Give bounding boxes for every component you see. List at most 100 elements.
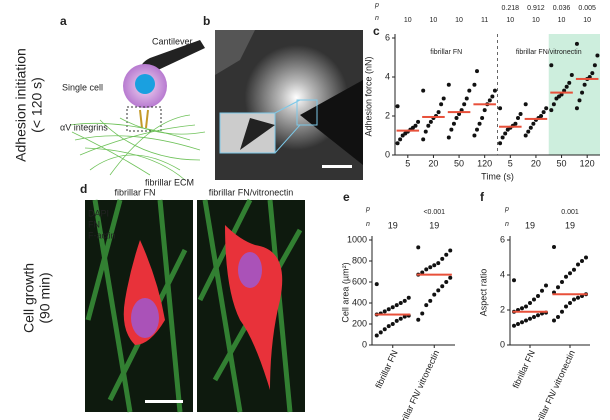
dot [552,245,556,249]
y-tick-label: 200 [352,318,367,328]
dot [556,285,560,290]
dot [539,114,544,118]
dot [524,304,528,309]
x-tick-label: fibrillar FN/ vitronectin [531,349,577,420]
dot [402,298,407,303]
panel-letter: b [203,14,210,28]
dot [512,323,516,328]
dot [444,252,449,257]
dot [472,133,477,138]
panel-letter: f [480,190,485,204]
dot [421,137,426,142]
dot [482,108,487,113]
dot [576,295,580,300]
n-value: 10 [404,17,412,24]
n-value: 19 [388,220,398,230]
median [396,129,420,132]
p-value: 0.001 [561,209,579,216]
dot [472,82,477,87]
dot [448,248,453,253]
p-label: p [374,2,379,9]
dot [549,63,554,68]
median [552,293,588,296]
dot [398,316,403,321]
dot [451,121,456,126]
y-tick-label: 6 [500,234,505,244]
dot [448,275,453,280]
dot [549,108,554,113]
x-tick-label: fibrillar FN [373,349,399,390]
dot [462,102,467,107]
dot [428,119,433,124]
dot [580,259,584,263]
x-tick-label: 5 [405,158,410,168]
panel-letter: d [80,182,87,196]
dot [503,131,508,136]
dot [446,135,451,140]
x-tick-label: 5 [508,158,513,168]
median [524,117,548,120]
dot [516,322,520,326]
dot [424,267,429,272]
dot [454,115,459,120]
dot [394,318,399,323]
dot [518,112,523,117]
y-tick-label: 4 [500,269,505,279]
dot [568,271,572,276]
y-axis-label: Aspect ratio [478,269,488,317]
dot [532,315,536,319]
median [447,111,471,114]
dot [513,121,518,126]
x-tick-label: 120 [477,158,492,168]
stain-label: DAPI [88,208,109,218]
y-tick-label: 0 [500,339,505,349]
dot [564,274,568,279]
dot [556,315,560,319]
n-value: 11 [481,17,488,24]
y-tick-label: 0 [385,149,390,159]
dot [475,69,479,74]
dot [436,110,441,115]
dot [560,309,564,314]
dot [512,278,516,283]
dot [428,298,433,303]
dot [490,94,495,99]
dot [413,123,418,128]
dot [386,307,391,312]
dot [382,309,387,314]
dot [524,318,528,323]
p-value: 0.218 [502,5,520,12]
dot [467,88,472,93]
dot [382,327,387,332]
dot [551,102,556,107]
dot [528,301,532,305]
dot [378,330,383,335]
x-tick-label: 50 [454,158,464,168]
dot [498,106,503,111]
label: Single cell [62,82,103,92]
stain-label: F-actin [88,230,116,240]
dot [498,141,503,146]
dot [432,263,437,268]
dot [423,129,428,134]
dot [577,98,582,103]
n-value: 10 [430,17,438,24]
image-title: fibrillar FN [114,187,155,197]
dot [432,292,437,297]
dot [528,125,533,130]
label: αV integrins [60,122,108,132]
dot [544,283,548,288]
dot [564,304,568,309]
n-value: 19 [565,220,575,230]
dot [424,303,429,308]
y-tick-label: 4 [385,71,390,81]
dot [395,141,400,146]
dot [444,280,449,284]
y-tick-label: 0 [362,339,367,349]
row-label: (< 120 s) [29,77,45,133]
y-tick-label: 600 [352,276,367,286]
dot [394,303,399,308]
dot [440,256,445,261]
dot [406,295,411,300]
dot [436,261,441,266]
